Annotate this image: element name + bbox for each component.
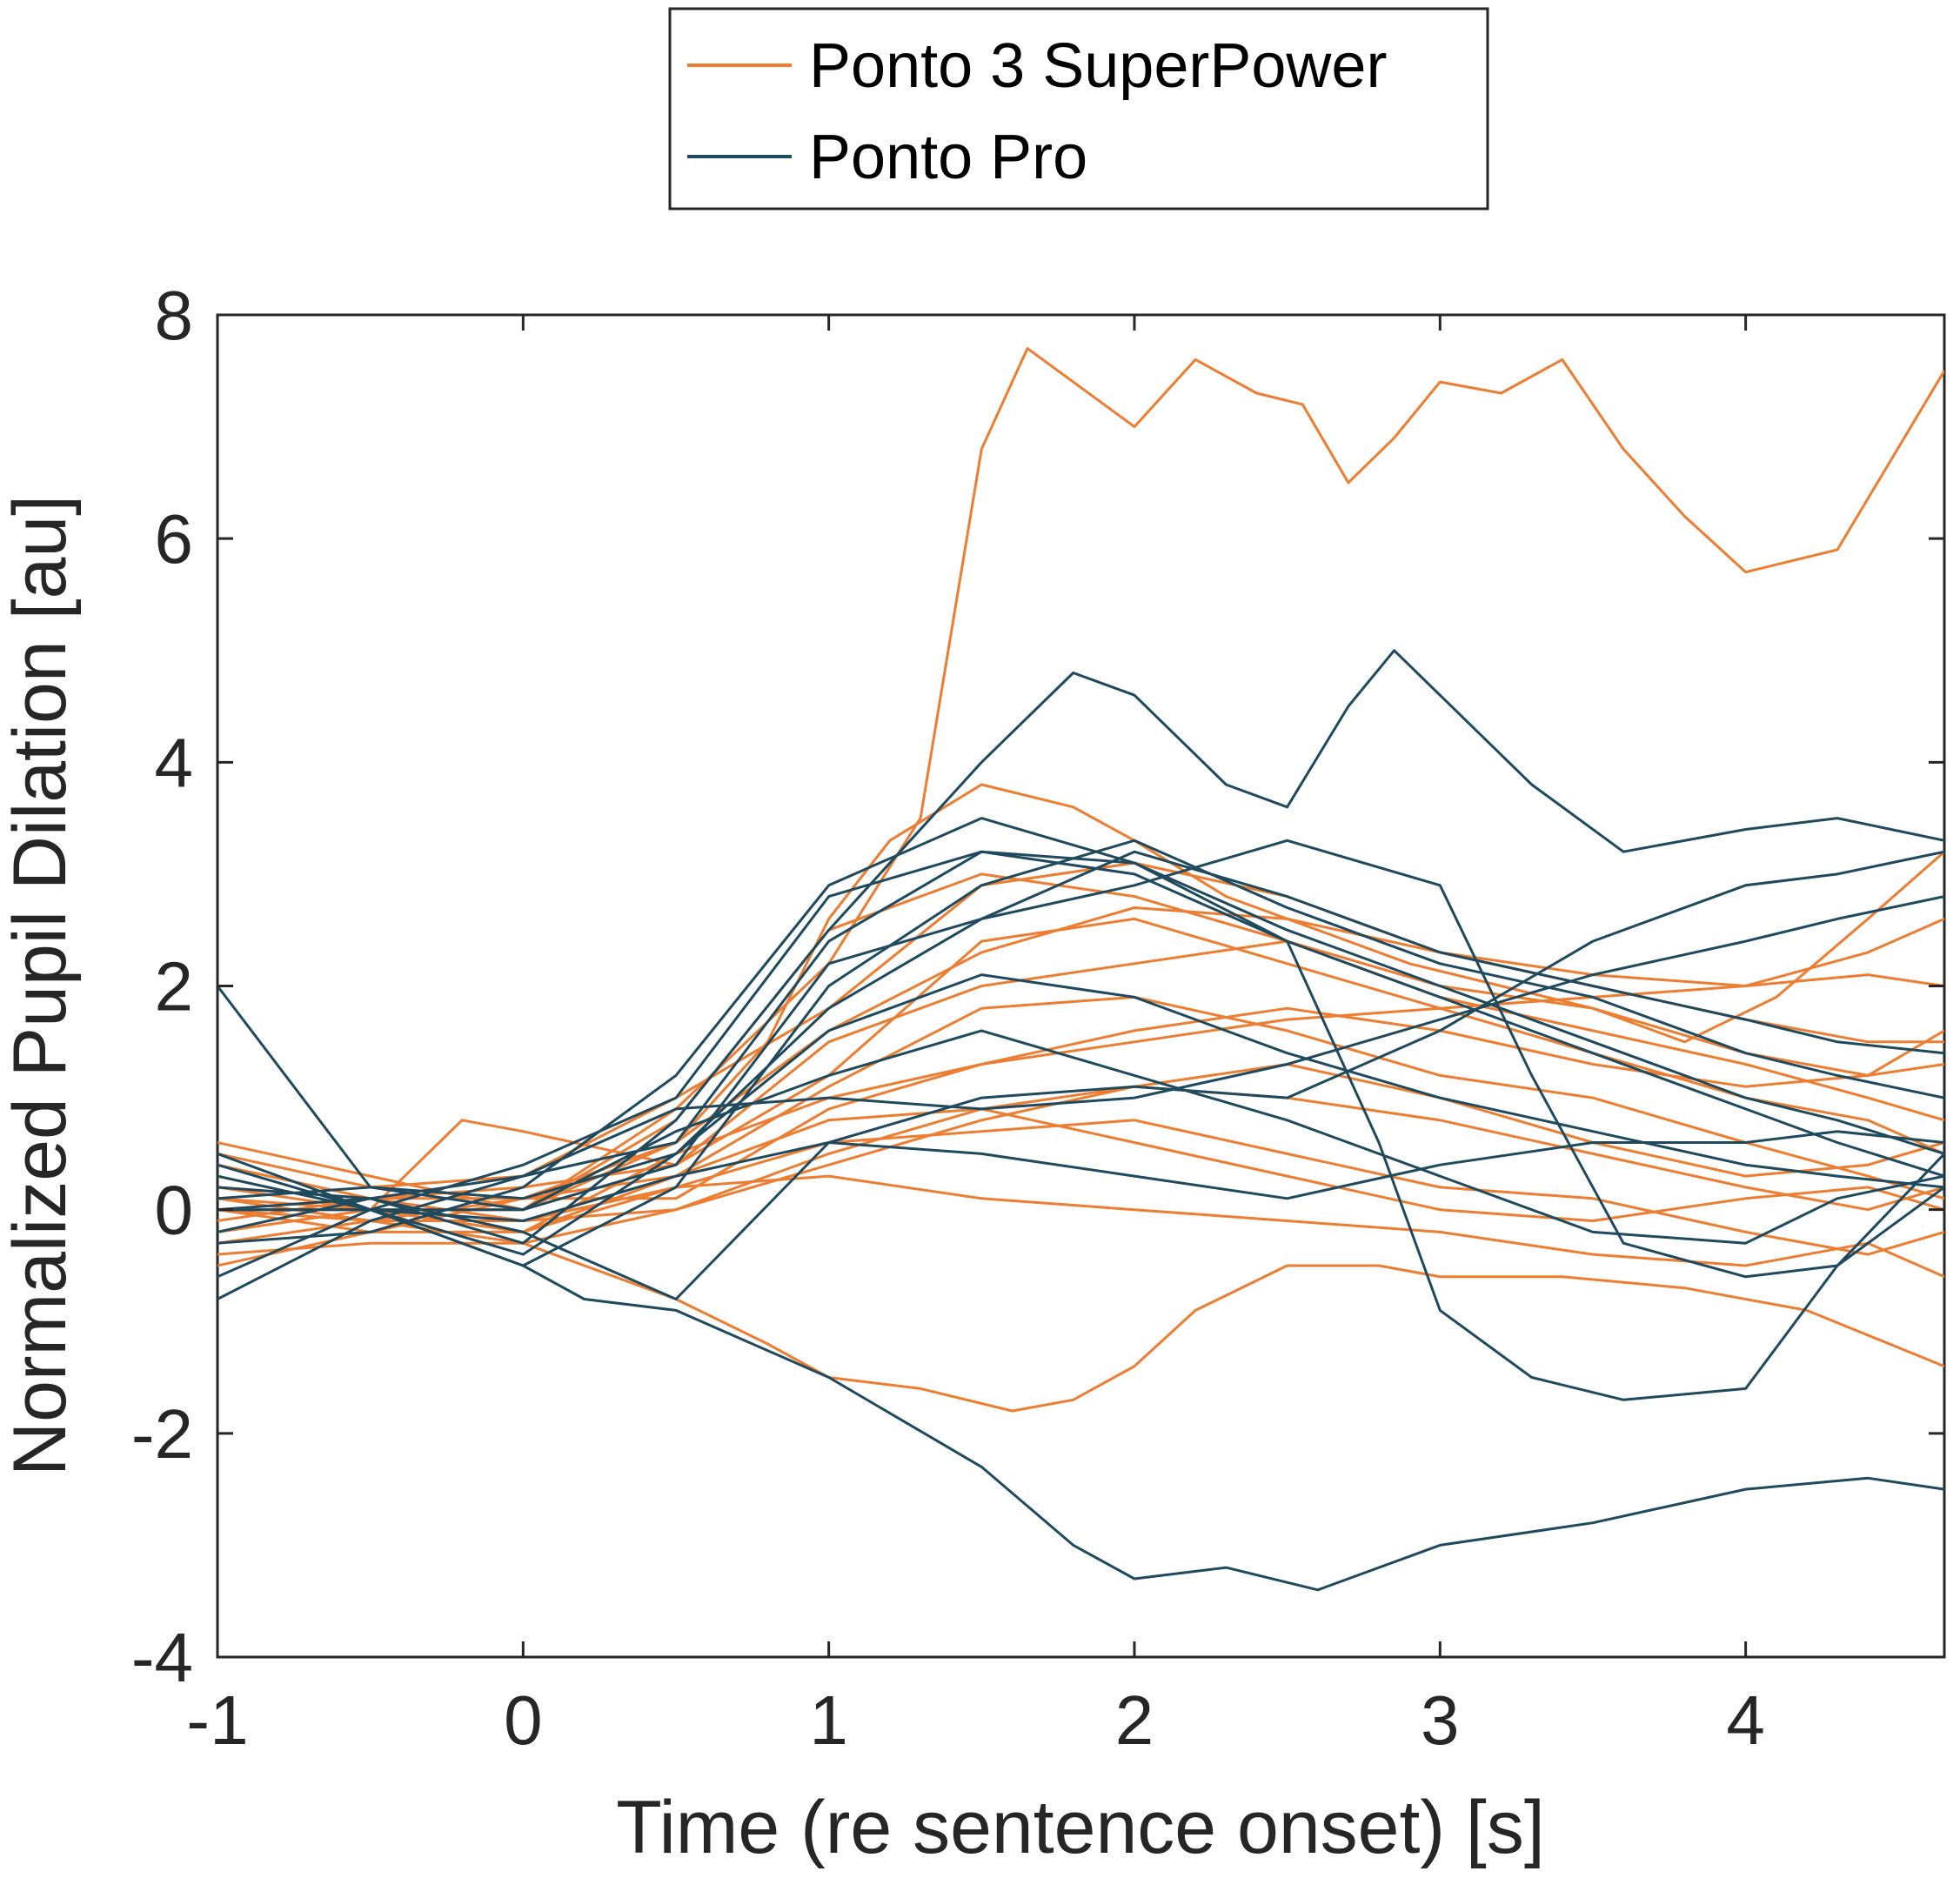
y-tick-label: 8 [155,277,194,354]
legend-label-ponto-pro: Ponto Pro [809,123,1087,192]
x-axis-title: Time (re sentence onset) [s] [616,1786,1544,1869]
y-tick-label: 4 [155,724,194,801]
y-tick-label: 2 [155,948,194,1026]
y-tick-label: 6 [155,500,194,578]
series-line-ponto-pro-28 [217,1130,1944,1222]
series-line-ponto-pro-29 [217,973,1944,1256]
legend-box [668,7,1489,211]
y-tick-label: -4 [131,1619,193,1696]
series-group [217,347,1944,1592]
series-line-ponto-pro-27 [217,817,1944,1245]
series-line-ponto-pro-20 [217,850,1944,1200]
y-axis-ticks: -4 -2 0 2 4 6 8 [131,277,1944,1696]
x-tick-label: 4 [1726,1681,1765,1759]
series-line-ponto-3-superpower-1 [217,347,1944,1212]
y-tick-label: 0 [155,1172,194,1249]
series-line-ponto-pro-18 [217,1208,1944,1592]
x-tick-label: -1 [186,1681,248,1759]
series-line-ponto-pro-22 [217,850,1944,1300]
x-tick-label: 2 [1115,1681,1154,1759]
series-line-ponto-pro-23 [217,839,1944,1267]
series-line-ponto-pro-26 [217,895,1944,1200]
series-line-ponto-pro-17 [217,649,1944,1245]
x-tick-label: 1 [809,1681,848,1759]
legend-label-ponto-3-superpower: Ponto 3 SuperPower [809,31,1387,101]
y-tick-label: -2 [131,1395,193,1473]
x-tick-label: 0 [504,1681,543,1759]
x-tick-label: 3 [1421,1681,1460,1759]
x-axis-ticks: -1 0 1 2 3 4 [186,315,1765,1759]
series-line-ponto-pro-25 [217,839,1944,1279]
plot-area [216,313,1946,1659]
series-line-ponto-3-superpower-2 [217,1220,1944,1413]
legend: Ponto 3 SuperPower Ponto Pro [668,7,1489,211]
y-axis-title: Normalized Pupil Dilation [au] [0,495,82,1476]
